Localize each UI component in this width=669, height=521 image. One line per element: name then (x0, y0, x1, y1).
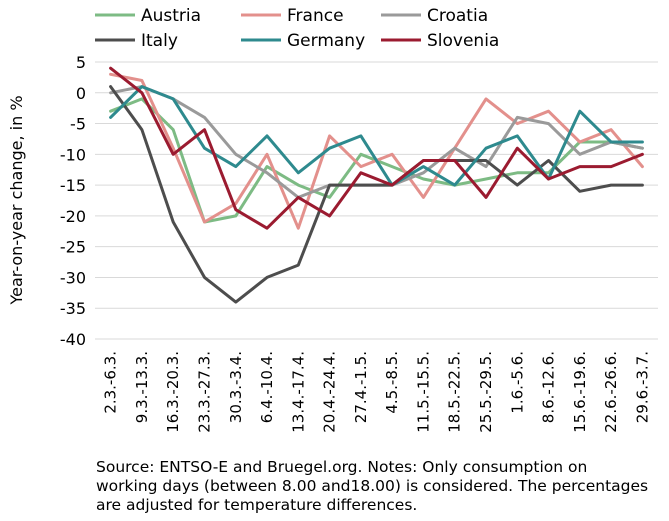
y-tick-label: -35 (60, 299, 86, 318)
source-note-line-1: Source: ENTSO-E and Bruegel.org. Notes: … (96, 458, 588, 476)
legend-label-france: France (287, 6, 344, 26)
y-tick-label: -10 (60, 145, 86, 164)
x-tick-label: 11.5.-15.5. (414, 351, 432, 433)
x-tick-label: 2.3.-6.3. (102, 351, 120, 414)
y-tick-label: -5 (70, 115, 86, 134)
y-tick-label: -15 (60, 176, 86, 195)
x-tick-label: 4.5.-8.5. (383, 351, 401, 414)
chart-legend: Austria France Croatia Italy Germany Slovenia (95, 6, 499, 51)
x-tick-label: 30.3.-3.4. (227, 351, 245, 423)
source-note: Source: ENTSO-E and Bruegel.org. Notes: … (96, 458, 661, 515)
source-note-line-3: are adjusted for temperature differences… (96, 496, 418, 514)
source-note-line-2: working days (between 8.00 and18.00) is … (96, 477, 649, 495)
y-tick-label: 5 (76, 53, 86, 72)
x-tick-label: 16.3.-20.3. (164, 351, 182, 433)
x-tick-label: 23.3.-27.3. (195, 351, 213, 433)
y-tick-label: 0 (76, 84, 86, 103)
y-tick-label: -20 (60, 207, 86, 226)
x-tick-label: 29.6.-3.7. (633, 351, 651, 423)
y-axis-ticks: 5 0 -5 -10 -15 -20 -25 -30 -35 -40 (60, 53, 86, 349)
legend-label-croatia: Croatia (427, 6, 488, 26)
y-tick-label: -40 (60, 330, 86, 349)
legend-label-austria: Austria (141, 6, 201, 26)
x-tick-label: 27.4.-1.5. (352, 351, 370, 423)
series-line-germany (109, 85, 644, 187)
x-tick-label: 8.6.-12.6. (540, 351, 558, 423)
x-tick-label: 18.5.-22.5. (446, 351, 464, 433)
legend-label-italy: Italy (141, 31, 178, 51)
x-tick-label: 9.3.-13.3. (133, 351, 151, 423)
legend-label-germany: Germany (287, 31, 365, 51)
line-chart: Austria France Croatia Italy Germany Slovenia… (7, 6, 658, 433)
legend-label-slovenia: Slovenia (427, 31, 499, 51)
x-tick-label: 13.4.-17.4. (289, 351, 307, 433)
series-lines (109, 66, 644, 304)
x-tick-label: 15.6.-19.6. (571, 351, 589, 433)
x-tick-label: 1.6.-5.6. (508, 351, 526, 414)
x-tick-label: 6.4.-10.4. (258, 351, 276, 423)
y-tick-label: -25 (60, 238, 86, 257)
x-tick-label: 22.6.-26.6. (602, 351, 620, 433)
series-line-italy (109, 85, 644, 304)
x-tick-label: 20.4.-24.4. (321, 351, 339, 433)
y-axis-label: Year-on-year change, in % (7, 95, 26, 305)
x-tick-label: 25.5.-29.5. (477, 351, 495, 433)
x-axis-ticks: 2.3.-6.3. 9.3.-13.3. 16.3.-20.3. 23.3.-27.3… (102, 351, 652, 433)
series-line-slovenia (109, 66, 644, 230)
y-tick-label: -30 (60, 268, 86, 287)
